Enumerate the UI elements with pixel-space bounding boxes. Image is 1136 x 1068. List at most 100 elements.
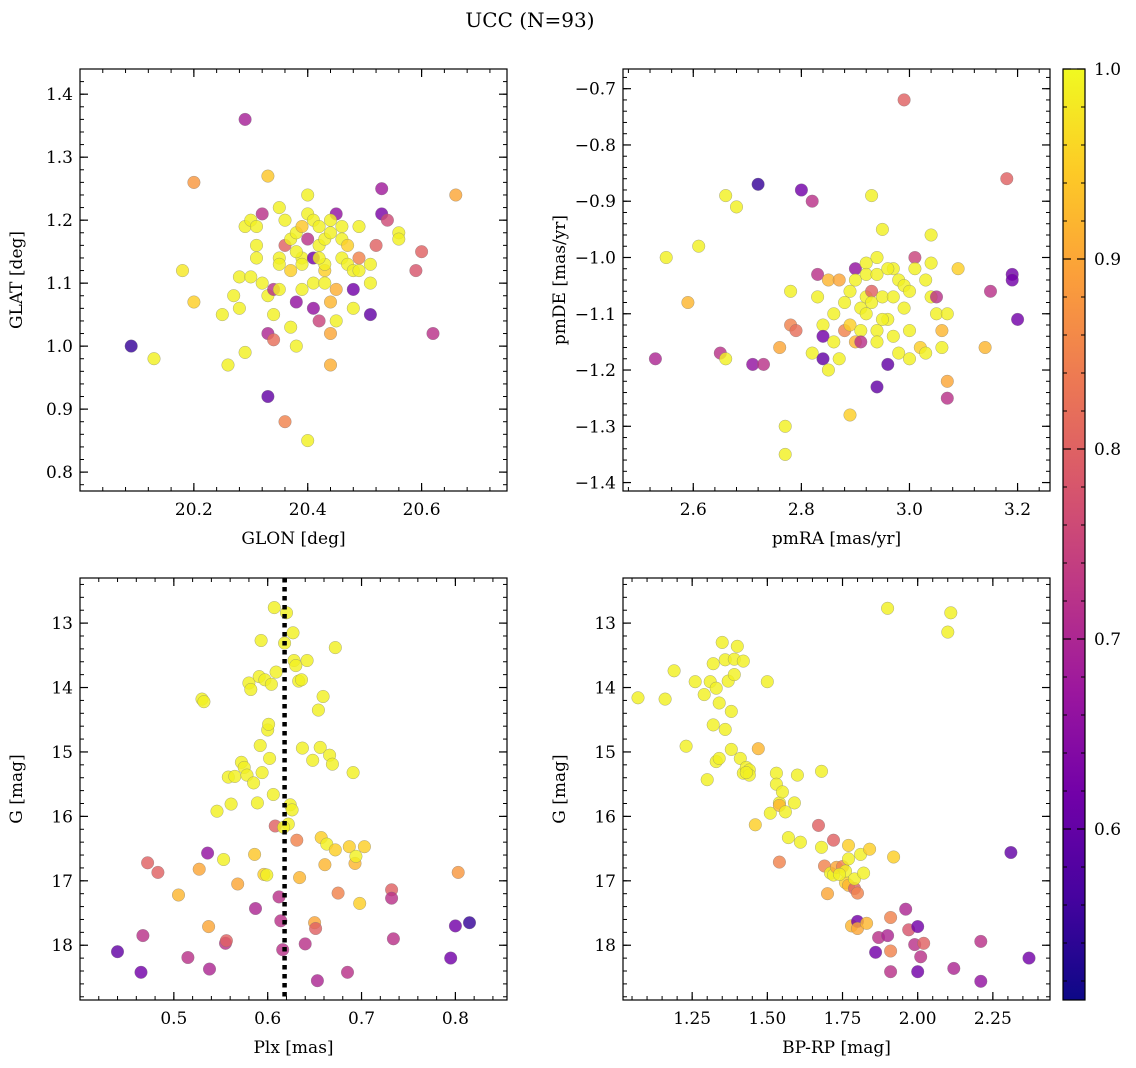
data-point [221,358,235,372]
data-point [249,219,264,234]
data-point [848,273,862,287]
data-point [870,380,884,394]
data-point [832,352,846,366]
data-point [289,295,303,309]
data-point [134,965,148,979]
data-point [323,226,338,240]
data-point [739,766,753,780]
data-point [857,866,871,880]
data-point [706,657,720,671]
data-point [175,264,190,278]
data-point [724,704,738,718]
data-point [709,681,723,695]
data-point [219,934,233,948]
data-point [700,773,714,787]
data-point [756,357,771,371]
data-point [269,665,283,679]
y-tick-label: 13 [51,614,73,634]
x-tick-label: 0.8 [442,1009,469,1029]
y-axis-label: G [mag] [7,754,27,823]
data-point [136,929,150,943]
data-point [688,675,702,689]
data-point [260,868,274,882]
data-point [805,346,819,360]
data-point [924,228,938,242]
colorbar-bar [1062,68,1086,1001]
y-tick-label: −0.7 [575,80,616,100]
data-point [827,335,841,349]
data-point [295,282,309,296]
data-point [983,284,998,298]
data-point [289,245,303,259]
colorbar-tick-label: 0.9 [1094,250,1121,270]
data-point [940,374,954,388]
data-point [313,740,327,754]
data-point [843,408,857,422]
y-axis-label: GLAT [deg] [7,231,27,329]
data-point [306,753,320,767]
data-point [751,177,765,191]
data-point [267,601,281,615]
data-point [293,871,307,885]
data-point [301,188,315,202]
panel-pm: 2.6 2.8 3.0 3.2 −1.4 −1.3 −1.2 −1.1 −1.0 −0.9 −0.8… [550,68,1051,549]
data-point [249,238,264,252]
data-point [935,340,949,355]
data-point [947,961,961,975]
data-point [897,301,911,315]
data-point [881,601,895,615]
data-point [309,921,323,936]
data-point [323,213,338,227]
data-point [369,238,383,252]
data-point [295,741,309,755]
data-point [1004,845,1018,860]
data-point [316,689,330,704]
data-point [262,717,276,731]
data-point [944,606,958,620]
data-point [250,796,264,810]
data-point [902,284,917,298]
data-point [192,862,206,876]
data-point [224,797,238,811]
data-point [181,950,195,965]
data-point [881,929,895,943]
data-point [301,232,315,246]
x-tick-label: 2.00 [899,1009,937,1029]
data-point [870,324,884,338]
data-point [151,865,165,879]
data-point [352,219,366,234]
y-axis-label: pmDE [mas/yr] [550,215,570,345]
y-tick-label: 18 [51,936,73,956]
data-point [340,965,355,979]
x-axis-label: BP-RP [mag] [782,1038,891,1058]
data-point [843,284,857,298]
data-point [929,290,944,304]
x-tick-label: 2.25 [974,1009,1012,1029]
data-point [306,301,320,315]
data-point [811,290,825,304]
data-point [311,703,325,717]
data-point [816,329,830,343]
axes-frame [622,577,1051,1001]
x-tick-label: 3.0 [896,500,923,520]
data-point [187,175,201,189]
data-point [329,282,343,296]
data-point [312,314,326,328]
data-point [448,919,462,933]
data-point [919,346,933,360]
data-point [974,974,988,988]
y-tick-label: 15 [594,743,616,763]
data-point [902,324,917,338]
data-point [816,352,830,366]
x-axis-label: GLON [deg] [241,529,345,549]
data-point [295,219,309,234]
data-point [248,847,262,861]
data-point [202,962,217,976]
y-tick-label: 18 [594,936,616,956]
data-point [392,232,406,246]
y-tick-label: 1.1 [46,274,73,294]
x-tick-label: 1.50 [748,1009,786,1029]
y-tick-label: 16 [51,807,73,827]
data-point [352,251,366,265]
data-point [323,326,338,341]
